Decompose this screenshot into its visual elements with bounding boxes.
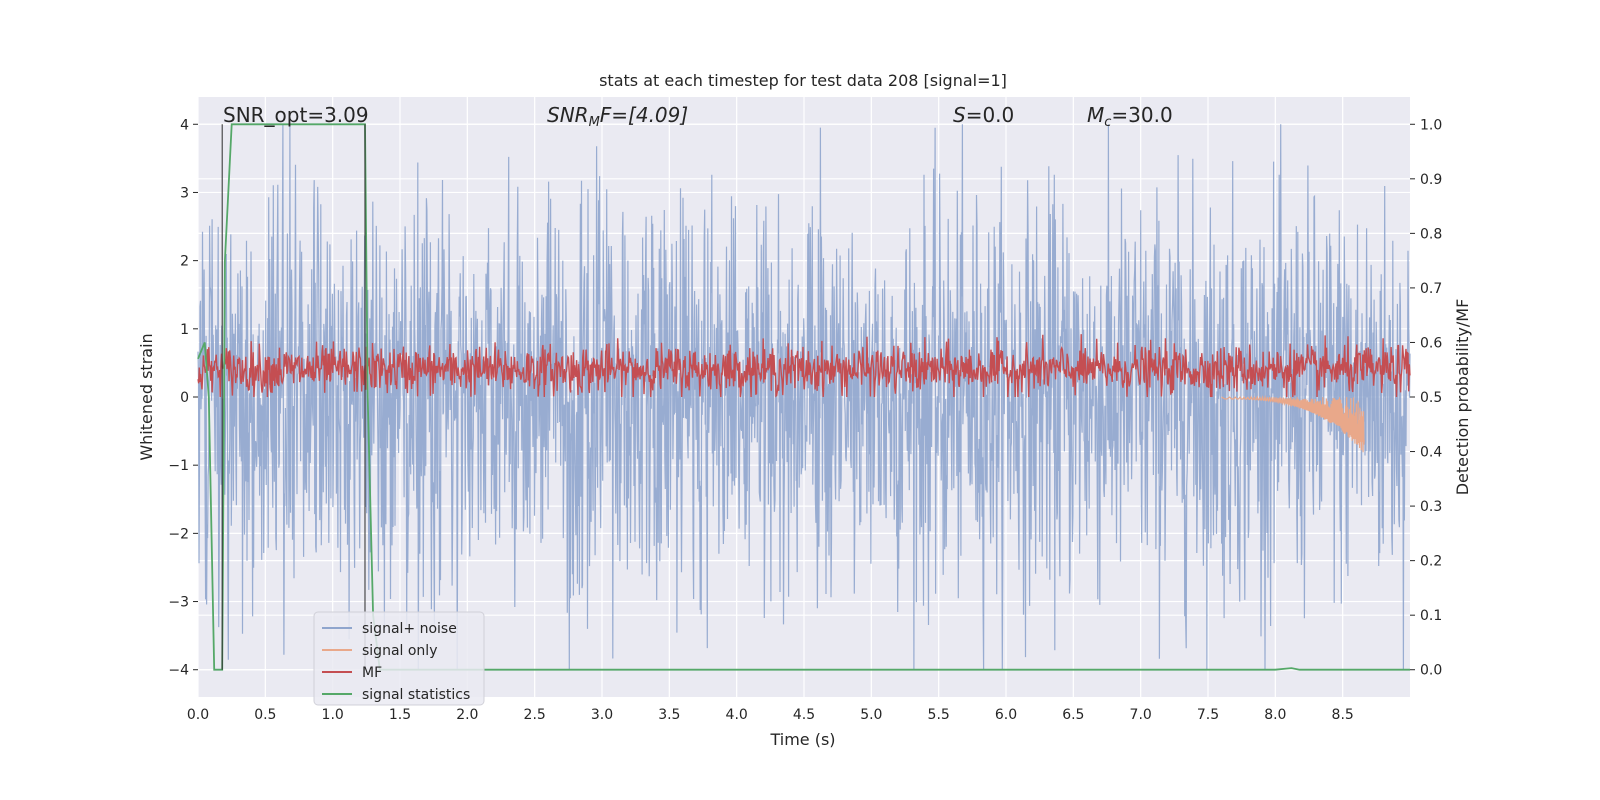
legend-label: signal statistics <box>362 687 470 703</box>
y2-ticks: 1.0 0.9 0.8 0.7 0.6 0.5 0.4 0.3 0.2 0.1 0.0 <box>1410 117 1442 679</box>
x-tick-label: 6.0 <box>995 707 1017 723</box>
y-tick-label: 2 <box>180 254 189 270</box>
annotation-snr-opt: SNR_opt=3.09 <box>223 103 369 127</box>
x-tick-label: 8.5 <box>1332 707 1354 723</box>
x-tick-label: 2.0 <box>456 707 478 723</box>
y2-tick-label: 0.9 <box>1420 172 1442 188</box>
y-tick-label: −2 <box>168 526 189 542</box>
x-tick-label: 6.5 <box>1062 707 1084 723</box>
mf-line <box>197 334 1411 398</box>
x-tick-label: 7.5 <box>1197 707 1219 723</box>
y-tick-label: 1 <box>180 322 189 338</box>
y2-tick-label: 1.0 <box>1420 117 1442 133</box>
x-tick-label: 3.0 <box>591 707 613 723</box>
y-axis-label: Whitened strain <box>137 333 156 460</box>
x-tick-label: 7.0 <box>1130 707 1152 723</box>
mc-value: =30.0 <box>1111 103 1172 127</box>
y2-tick-label: 0.0 <box>1420 663 1442 679</box>
snr-mf-sub: M <box>589 115 600 130</box>
legend-box <box>313 611 485 706</box>
y2-tick-label: 0.2 <box>1420 554 1442 570</box>
y-tick-label: −1 <box>168 458 189 474</box>
x-axis-label: Time (s) <box>769 730 835 749</box>
annotation-snr-mf: SNRMF=[4.09] <box>547 103 688 130</box>
signal-only-series <box>1221 395 1365 453</box>
mc-label: M <box>1087 103 1104 127</box>
x-tick-label: 4.5 <box>793 707 815 723</box>
annotation-s: S=0.0 <box>953 103 1014 127</box>
y2-tick-label: 0.8 <box>1420 226 1442 242</box>
mc-sub: c <box>1104 115 1111 130</box>
y2-tick-label: 0.7 <box>1420 281 1442 297</box>
y-tick-label: 0 <box>180 390 189 406</box>
y2-axis-label: Detection probability/MF <box>1453 299 1472 496</box>
legend: signal+ noise signal only MF signal statist… <box>313 611 485 706</box>
legend-label: MF <box>362 665 382 681</box>
s-label: S <box>953 103 966 127</box>
snr-mf-f: F=[4.09] <box>600 103 688 127</box>
y2-tick-label: 0.1 <box>1420 608 1442 624</box>
snr-mf-prefix: SNR <box>547 103 589 127</box>
x-tick-label: 4.0 <box>726 707 748 723</box>
signal-only-line <box>1221 395 1365 453</box>
y-tick-label: −4 <box>168 663 189 679</box>
y-ticks: 4 3 2 1 0 −1 −2 −3 −4 <box>168 117 198 679</box>
x-tick-label: 5.0 <box>860 707 882 723</box>
x-tick-label: 0.5 <box>254 707 276 723</box>
x-tick-label: 1.5 <box>389 707 411 723</box>
y2-tick-label: 0.5 <box>1420 390 1442 406</box>
y-tick-label: 4 <box>180 117 189 133</box>
x-tick-label: 2.5 <box>524 707 546 723</box>
x-tick-label: 0.0 <box>187 707 209 723</box>
y2-tick-label: 0.6 <box>1420 335 1442 351</box>
mf-series <box>197 334 1411 398</box>
legend-label: signal+ noise <box>362 621 457 637</box>
legend-label: signal only <box>362 643 437 659</box>
event-markers <box>221 124 366 670</box>
y-tick-label: 3 <box>180 185 189 201</box>
x-tick-label: 8.0 <box>1264 707 1286 723</box>
y-tick-label: −3 <box>168 595 189 611</box>
y2-tick-label: 0.3 <box>1420 499 1442 515</box>
x-ticks: 0.0 0.5 1.0 1.5 2.0 2.5 3.0 3.5 4.0 4.5 5.0 5.5 6.0 6… <box>187 707 1354 723</box>
x-tick-label: 3.5 <box>658 707 680 723</box>
s-value: =0.0 <box>966 103 1015 127</box>
x-tick-label: 1.0 <box>322 707 344 723</box>
annotation-mc: Mc=30.0 <box>1087 103 1173 130</box>
chart-title: stats at each timestep for test data 208… <box>599 71 1007 90</box>
x-tick-label: 5.5 <box>928 707 950 723</box>
y2-tick-label: 0.4 <box>1420 445 1442 461</box>
